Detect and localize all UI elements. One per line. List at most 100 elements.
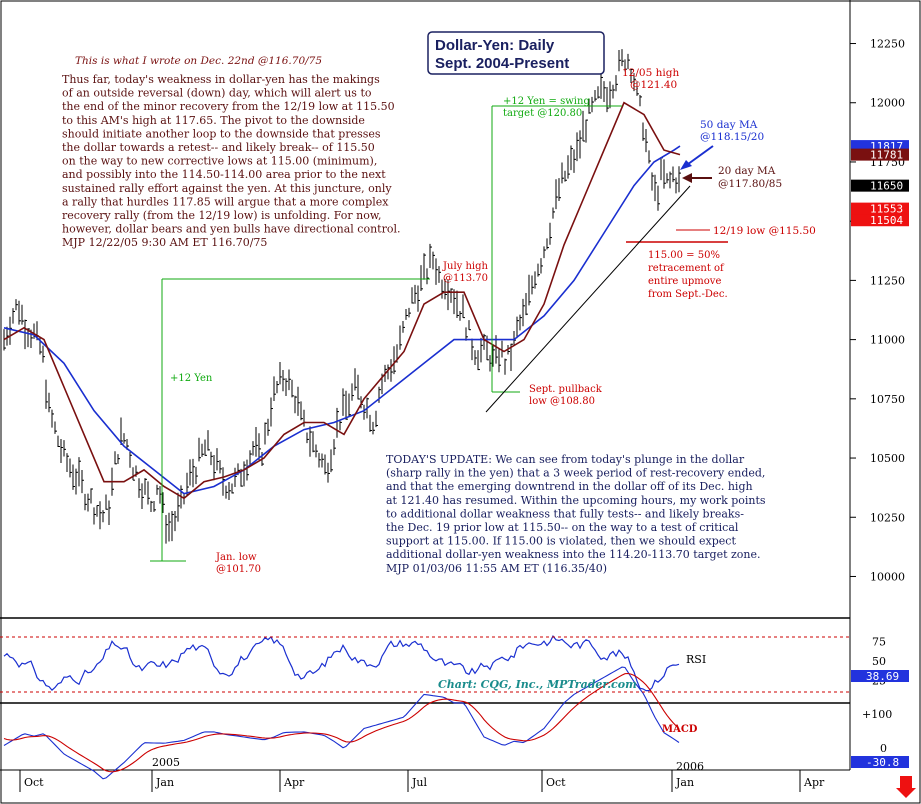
- sept-pullback-line2: low @108.80: [529, 396, 595, 407]
- update-line: and that the emerging downtrend in the d…: [386, 480, 753, 493]
- ma50-arrow-head: [680, 160, 692, 170]
- x-tick-label: Oct: [546, 776, 566, 789]
- macd-value-label: -30.8: [866, 756, 899, 769]
- macd-label: MACD: [662, 724, 698, 735]
- price-tag: [851, 202, 909, 215]
- rsi-tick-label: 50: [872, 655, 886, 668]
- year-label: 2005: [152, 756, 180, 769]
- commentary-line: the dollar towards a retest-- and likely…: [62, 141, 375, 154]
- price-tag-label: 11504: [870, 214, 903, 227]
- update-line: (sharp rally in the yen) that a 3 week p…: [386, 467, 765, 480]
- july-high-line2: @113.70: [443, 273, 488, 284]
- title-box: [427, 31, 605, 75]
- update-line: MJP 01/03/06 11:55 AM ET (116.35/40): [386, 562, 607, 575]
- uptrend-line: [485, 185, 691, 413]
- commentary-line: Thus far, today's weakness in dollar-yen…: [62, 73, 380, 86]
- commentary-line: however, dollar bears and yen bulls have…: [62, 223, 400, 236]
- jan-low-line2: @101.70: [216, 564, 261, 575]
- macd-value-tag: [851, 756, 909, 768]
- retracement-line4: from Sept.-Dec.: [648, 289, 728, 300]
- x-tick-label: Jan: [675, 776, 694, 789]
- macd-panel: +100 0-30.8: [3, 666, 909, 780]
- commentary-line: to this AM's high at 117.65. The pivot t…: [62, 114, 365, 127]
- y-tick-label: 10500: [870, 452, 905, 465]
- retracement-line3: entire upmove: [648, 276, 721, 287]
- macd-line: [3, 666, 680, 780]
- y-tick-label: 12250: [870, 38, 905, 51]
- update-line: additional dollar-yen weakness into the …: [386, 548, 761, 561]
- header-note: This is what I wrote on Dec. 22nd @116.7…: [75, 55, 322, 67]
- low-1219-label: 12/19 low @115.50: [713, 225, 816, 237]
- y-tick-label: 12000: [870, 97, 905, 110]
- ma20-label-line2: @117.80/85: [718, 178, 782, 190]
- update-line: at 121.40 has resumed. Within the upcomi…: [386, 494, 766, 507]
- commentary-block: Thus far, today's weakness in dollar-yen…: [62, 73, 400, 249]
- ma20-label-line1: 20 day MA: [718, 165, 776, 177]
- price-tag: [851, 179, 909, 192]
- commentary-line: on the way to new corrective lows at 115…: [62, 155, 377, 168]
- update-line: support at 115.00. If 115.00 is violated…: [386, 535, 736, 548]
- y-tick-label: 10000: [870, 570, 905, 583]
- retracement-line2: retracement of: [648, 263, 725, 274]
- price-tag: [851, 214, 909, 227]
- commentary-line: MJP 12/22/05 9:30 AM ET 116.70/75: [62, 236, 267, 249]
- chart-title: Dollar-Yen: Daily: [435, 37, 555, 54]
- scroll-arrow-icon[interactable]: [896, 776, 916, 798]
- commentary-line: of an outside reversal (down) day, which…: [62, 87, 372, 100]
- y-tick-label: 10250: [870, 511, 905, 524]
- commentary-line: the end of the minor recovery from the 1…: [62, 100, 395, 113]
- commentary-line: a rally that hurdles 117.85 will argue t…: [62, 195, 389, 208]
- rsi-panel: 75502538.69: [3, 635, 909, 692]
- update-line: the Dec. 19 prior low at 115.50-- on the…: [386, 521, 739, 534]
- x-tick-label: Jan: [155, 776, 174, 789]
- price-panel: [3, 49, 681, 544]
- macd-tick-label: +100: [862, 708, 892, 721]
- commentary-line: recovery rally (from the 12/19 low) is u…: [62, 209, 381, 222]
- ma20-arrow-head: [682, 173, 692, 183]
- july-high-line1: July high: [442, 261, 489, 272]
- chart-subtitle: Sept. 2004-Present: [435, 55, 569, 72]
- macd-signal-line: [3, 672, 680, 773]
- rsi-tick-label: 75: [872, 636, 886, 649]
- update-line: to additional dollar weakness that fully…: [386, 507, 744, 520]
- price-tag-label: 11553: [870, 203, 903, 216]
- update-line: TODAY'S UPDATE: We can see from today's …: [386, 453, 745, 466]
- price-tag-label: 11781: [870, 149, 903, 162]
- commentary-line: should initiate another loop to the down…: [62, 127, 381, 140]
- sept-pullback-line1: Sept. pullback: [529, 384, 603, 395]
- ma50-label-line1: 50 day MA: [700, 119, 758, 131]
- commentary-line: sustained rally effort against the yen. …: [62, 182, 392, 195]
- high-1205-label-line1: 12/05 high: [622, 67, 679, 79]
- swing-target-line1: +12 Yen = swing: [503, 96, 590, 107]
- ma20-line: [3, 101, 681, 500]
- price-tag: [851, 148, 909, 161]
- rsi-line: [3, 635, 680, 692]
- chart-credit: Chart: CQG, Inc., MPTrader.com: [438, 678, 637, 691]
- price-tag-label: 11650: [870, 180, 903, 193]
- year-label: 2006: [676, 760, 704, 773]
- commentary-line: and possibly into the 114.50-114.00 area…: [62, 168, 386, 181]
- retracement-line1: 115.00 = 50%: [648, 250, 720, 261]
- rsi-value-tag: [851, 670, 909, 682]
- plus12-label: +12 Yen: [170, 373, 213, 384]
- swing-target-line2: target @120.80: [503, 108, 582, 119]
- x-tick-label: Apr: [283, 776, 305, 789]
- update-block: TODAY'S UPDATE: We can see from today's …: [386, 453, 766, 575]
- y-tick-label: 11000: [870, 334, 905, 347]
- macd-tick-label: 0: [880, 742, 887, 755]
- ma50-label-line2: @118.15/20: [700, 131, 764, 143]
- axis-labels: 1225012000117501150011250110001075010500…: [19, 38, 909, 792]
- ma50-line: [3, 145, 681, 495]
- x-tick-label: Apr: [803, 776, 825, 789]
- rsi-value-label: 38.69: [866, 670, 899, 683]
- y-tick-label: 10750: [870, 393, 905, 406]
- x-tick-label: Jul: [411, 776, 427, 789]
- rsi-label: RSI: [686, 653, 706, 666]
- x-tick-label: Oct: [24, 776, 44, 789]
- y-tick-label: 11250: [870, 274, 905, 287]
- high-1205-label-line2: @121.40: [630, 79, 677, 91]
- jan-low-line1: Jan. low: [215, 552, 257, 563]
